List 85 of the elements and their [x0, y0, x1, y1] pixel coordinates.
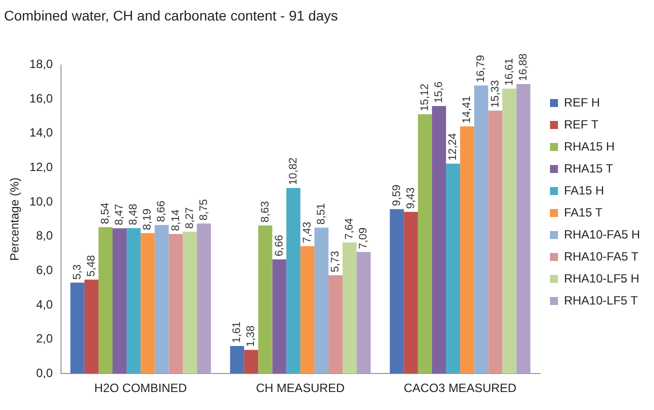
data-label: 8,66 [156, 200, 168, 222]
bar [196, 223, 211, 374]
data-label: 6,66 [273, 234, 286, 256]
legend-label: RHA10-LF5 H [564, 271, 640, 286]
bar [112, 228, 127, 374]
y-tick-label: 14,0 [29, 126, 54, 140]
bar [258, 226, 272, 374]
data-label: 15,33 [489, 80, 502, 108]
data-label: 1,38 [245, 326, 258, 347]
data-label: 7,43 [301, 222, 314, 244]
data-label: 7,64 [344, 218, 356, 240]
bar [432, 106, 446, 374]
data-label: 8,47 [114, 204, 126, 226]
legend-label: REF H [564, 95, 600, 110]
bar [182, 232, 197, 374]
data-label: 1,61 [231, 322, 244, 343]
bar [84, 280, 98, 374]
bar [140, 233, 155, 374]
data-label: 12,24 [447, 133, 460, 161]
legend-label: REF T [564, 117, 600, 132]
data-label: 8,63 [259, 201, 272, 223]
y-tick-label: 6,0 [36, 262, 54, 277]
y-tick-label: 8,0 [36, 228, 54, 243]
data-label: 5,3 [71, 264, 84, 280]
y-tick-label: 18,0 [29, 57, 54, 72]
bar [244, 350, 258, 374]
bar [98, 227, 113, 374]
bar [342, 242, 357, 374]
y-axis-title: Percentage (%) [8, 178, 22, 261]
data-label: 9,43 [404, 187, 417, 209]
data-label: 8,75 [198, 199, 210, 220]
x-tick-label: H2O COMBINED [94, 381, 188, 396]
data-label: 10,82 [287, 157, 300, 185]
bar [446, 164, 460, 374]
bar [328, 275, 343, 374]
bar [300, 246, 314, 374]
legend-label: RHA10-LF5 T [564, 293, 638, 308]
bar [70, 282, 84, 374]
data-label: 16,79 [475, 55, 488, 83]
y-tick-label: 4,0 [36, 297, 54, 312]
bar [502, 88, 516, 374]
bar [418, 114, 432, 374]
bar [404, 212, 418, 374]
data-label: 16,88 [517, 53, 530, 82]
data-label: 8,27 [184, 207, 196, 229]
data-label: 8,14 [170, 210, 182, 231]
bar [488, 110, 502, 374]
data-label: 14,41 [461, 96, 474, 124]
bar [356, 252, 371, 374]
data-label: 8,54 [100, 202, 112, 224]
legend-label: FA15 H [564, 183, 604, 198]
bar [154, 225, 169, 374]
legend-label: RHA10-FA5 T [564, 249, 640, 264]
bar [230, 346, 244, 374]
data-label: 16,61 [503, 58, 516, 86]
bar [286, 188, 300, 374]
data-label: 15,6 [433, 82, 446, 103]
y-tick-label: 10,0 [29, 194, 54, 208]
x-tick-label: CACO3 MEASURED [404, 381, 517, 396]
data-label: 15,12 [418, 84, 431, 112]
y-tick-label: 12,0 [29, 160, 54, 174]
bar [126, 228, 141, 374]
data-label: 5,48 [85, 255, 98, 277]
y-tick-label: 16,0 [29, 91, 54, 106]
data-label: 7,09 [358, 228, 370, 249]
data-label: 8,51 [315, 203, 328, 225]
bar [474, 86, 488, 374]
legend-label: RHA15 H [564, 139, 615, 154]
x-tick-label: CH MEASURED [256, 381, 346, 396]
data-label: 8,48 [128, 204, 140, 226]
chart-title: Combined water, CH and carbonate content - 91 days [4, 7, 338, 24]
data-label: 8,19 [142, 208, 154, 230]
legend-label: RHA10-FA5 H [564, 227, 640, 242]
data-label: 5,73 [330, 250, 342, 272]
bar [272, 259, 286, 374]
bar [390, 209, 404, 374]
y-tick-label: 0,0 [36, 366, 54, 380]
legend-label: RHA15 T [564, 161, 614, 176]
bar [516, 84, 530, 374]
bar [168, 234, 183, 374]
legend-label: FA15 T [564, 205, 604, 220]
y-tick-label: 2,0 [36, 332, 54, 346]
bar [314, 228, 328, 374]
bar [460, 126, 474, 374]
data-label: 9,59 [390, 184, 403, 206]
